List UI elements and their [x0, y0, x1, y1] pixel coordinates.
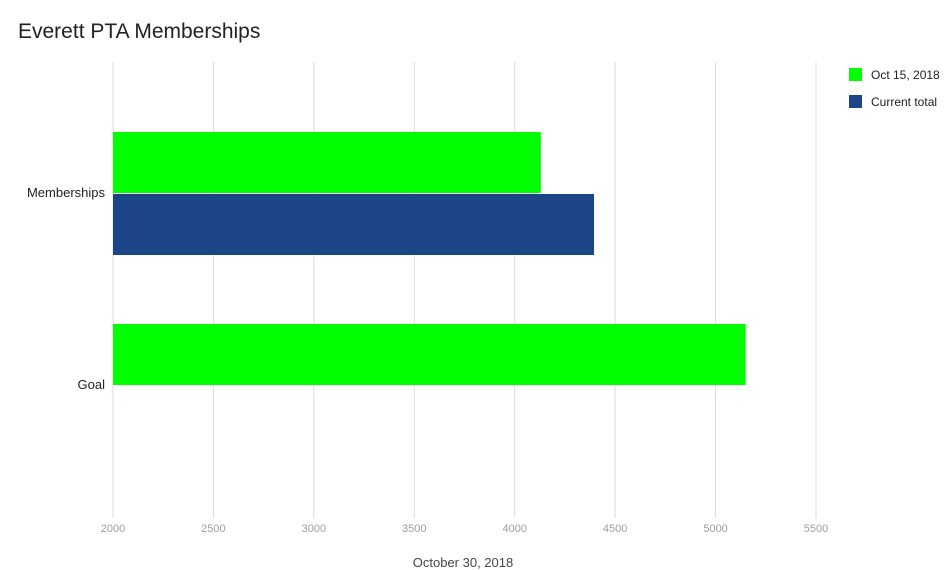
x-tick-label: 5000: [703, 523, 727, 535]
bar-0-1: [113, 194, 595, 255]
category-label: Memberships: [27, 185, 106, 200]
legend: Oct 15, 2018 Current total: [849, 68, 940, 109]
x-axis-ticks: 2000 2500 3000 3500 4000 4500 5000 5500: [101, 523, 828, 535]
bars: [113, 132, 746, 385]
bar-0-0: [113, 132, 541, 193]
x-tick-label: 5500: [804, 523, 828, 535]
legend-swatch: [849, 95, 862, 108]
bar-1-0: [113, 324, 746, 385]
chart-title: Everett PTA Memberships: [18, 20, 260, 43]
category-labels: Memberships Goal: [27, 185, 106, 392]
x-tick-label: 3500: [402, 523, 426, 535]
x-tick-label: 4000: [502, 523, 526, 535]
category-label: Goal: [78, 377, 106, 392]
x-tick-label: 2000: [101, 523, 125, 535]
legend-swatch: [849, 68, 862, 81]
x-axis-title: October 30, 2018: [413, 555, 513, 570]
x-tick-label: 3000: [302, 523, 326, 535]
legend-label: Oct 15, 2018: [871, 68, 940, 82]
legend-label: Current total: [871, 95, 937, 109]
grid-lines: [112, 62, 817, 518]
x-tick-label: 2500: [201, 523, 225, 535]
x-tick-label: 4500: [603, 523, 627, 535]
